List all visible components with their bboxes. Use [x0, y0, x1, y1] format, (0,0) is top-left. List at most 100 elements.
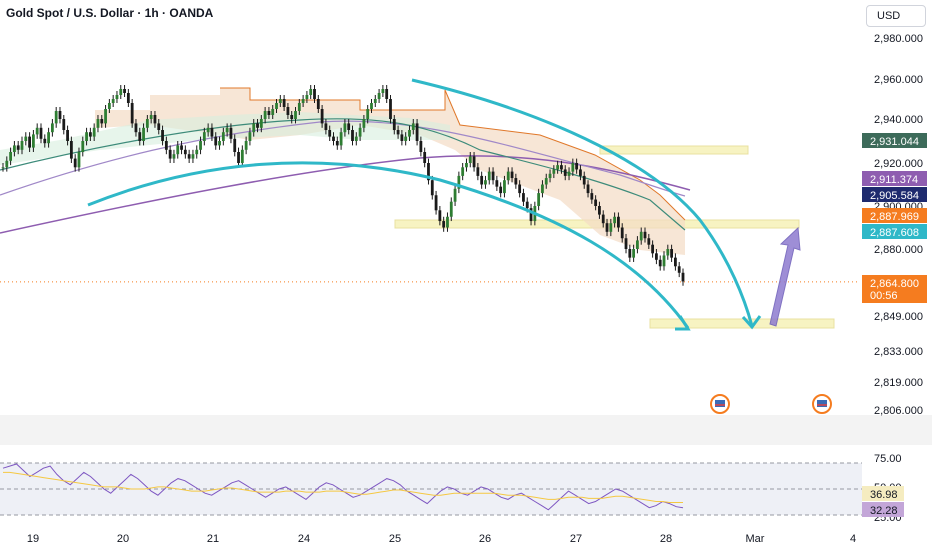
- candle-body: [381, 89, 385, 93]
- candle-body: [670, 249, 674, 258]
- candle-body: [294, 111, 297, 119]
- candle-body: [541, 184, 544, 194]
- candle-body: [69, 141, 73, 159]
- candle-body: [191, 154, 195, 159]
- candle-body: [278, 99, 282, 103]
- candle-body: [92, 127, 96, 137]
- candle-body: [556, 165, 560, 170]
- last-price-label: 2,864.800: [870, 278, 919, 290]
- candle-body: [461, 167, 465, 176]
- candle-body: [658, 259, 662, 267]
- candle-body: [503, 180, 506, 194]
- candle-body: [586, 184, 590, 194]
- candle-body: [423, 152, 427, 163]
- candle-body: [115, 95, 119, 99]
- candle-body: [613, 216, 617, 224]
- candle-body: [351, 130, 354, 141]
- candle-body: [221, 132, 225, 141]
- countdown-label: 00:56: [870, 290, 898, 302]
- candle-body: [628, 249, 632, 258]
- candle-body: [449, 201, 453, 217]
- candle-body: [567, 171, 571, 176]
- lower-arc-arrowhead: [675, 315, 691, 331]
- candle-body: [214, 136, 218, 146]
- rsi-ma-line: [3, 471, 683, 503]
- candle-body: [275, 103, 278, 109]
- price-label-box: [862, 208, 927, 223]
- candle-body: [343, 123, 347, 133]
- candle-body: [617, 216, 620, 228]
- candle-body: [43, 138, 47, 144]
- candle-body: [438, 210, 442, 222]
- candle-body: [161, 130, 164, 141]
- price-label: 2,911.374: [870, 174, 918, 186]
- candle-body: [328, 130, 332, 137]
- candle-body: [514, 178, 518, 185]
- candle-body: [180, 145, 183, 150]
- candle-body: [100, 119, 104, 124]
- candle-body: [176, 145, 180, 155]
- candle-body: [620, 227, 624, 239]
- candle-body: [290, 115, 294, 119]
- candle-body: [35, 127, 39, 135]
- upper-arc-arrowhead: [741, 315, 762, 330]
- candle-body: [16, 145, 20, 150]
- candle-body: [400, 134, 404, 141]
- candle-body: [537, 193, 541, 206]
- candle-body: [396, 130, 400, 135]
- candle-body: [282, 99, 286, 107]
- price-label-box: [862, 187, 927, 202]
- candle-body: [476, 167, 480, 176]
- candle-body: [579, 169, 582, 176]
- candle-body: [499, 186, 503, 194]
- candle-body: [495, 180, 499, 187]
- candle-body: [225, 127, 229, 133]
- candle-body: [28, 136, 31, 148]
- rsi-value-label: 32.28: [870, 505, 898, 517]
- candle-body: [248, 132, 252, 141]
- candle-body: [370, 103, 373, 109]
- candle-body: [525, 201, 529, 209]
- candle-body: [563, 169, 567, 176]
- candle-body: [157, 123, 161, 130]
- y-tick-label: 2,849.000: [874, 311, 923, 323]
- candle-body: [605, 223, 609, 232]
- candle-body: [130, 103, 134, 124]
- candle-body: [62, 119, 66, 130]
- candle-body: [647, 238, 651, 245]
- candle-body: [446, 216, 449, 228]
- candle-body: [267, 111, 271, 115]
- candle-body: [31, 134, 35, 148]
- price-label: 2,905.584: [870, 190, 919, 202]
- x-tick-label: 4: [850, 533, 856, 545]
- candle-body: [324, 123, 328, 130]
- candle-body: [506, 171, 510, 181]
- candle-body: [263, 111, 267, 119]
- candle-body: [305, 95, 309, 99]
- candle-body: [138, 132, 142, 141]
- resistance-zone: [599, 145, 749, 155]
- candle-body: [575, 163, 579, 170]
- candle-body: [518, 184, 522, 194]
- candle-body: [24, 136, 28, 141]
- candle-body: [5, 160, 9, 168]
- candle-body: [12, 145, 16, 152]
- candle-body: [332, 136, 335, 141]
- candle-body: [651, 244, 655, 254]
- pane-separator: [0, 415, 932, 445]
- candle-body: [233, 138, 237, 152]
- candle-body: [681, 272, 685, 282]
- candle-body: [256, 123, 259, 128]
- candle-body: [392, 119, 396, 130]
- currency-selector[interactable]: USD: [866, 5, 926, 27]
- candle-body: [297, 103, 301, 111]
- candle-body: [366, 109, 370, 119]
- candle-body: [104, 109, 107, 124]
- candle-body: [149, 115, 153, 119]
- candle-body: [354, 136, 358, 141]
- ma-purple-short: [0, 120, 686, 197]
- candle-body: [339, 132, 343, 146]
- candle-body: [123, 89, 126, 93]
